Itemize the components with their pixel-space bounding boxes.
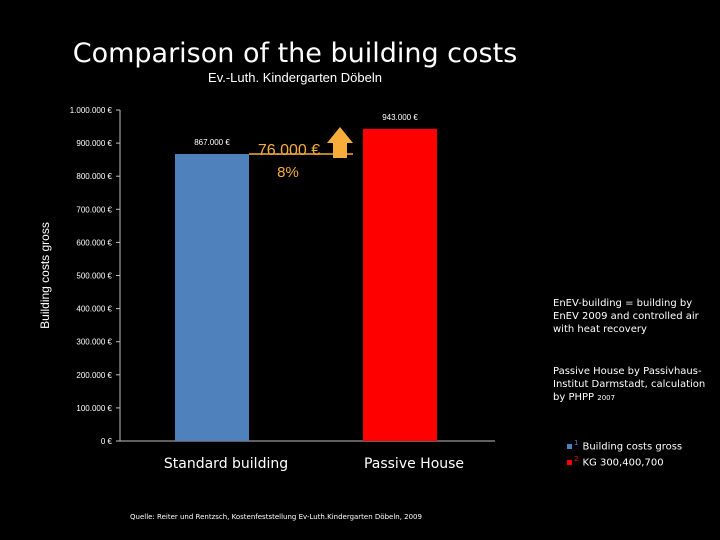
difference-value: 76.000 € [258, 142, 320, 159]
y-tick-label: 600.000 € [76, 238, 112, 247]
y-tick-label: 700.000 € [76, 205, 112, 214]
difference-percent: 8% [277, 164, 299, 181]
x-category-label: Standard building [164, 456, 288, 472]
y-tick-label: 1.000.000 € [70, 106, 113, 115]
passive-house-note: Passive House by Passivhaus-Institut Dar… [553, 365, 713, 405]
y-tick-label: 900.000 € [76, 139, 112, 148]
bar-data-label: 867.000 € [194, 138, 230, 147]
arrow-up-icon [327, 127, 353, 158]
legend-index-2: 2 [574, 455, 579, 463]
y-tick-label: 100.000 € [76, 404, 112, 413]
legend-item-1: 1 Building costs gross [567, 439, 682, 452]
source-note: Quelle: Reiter und Rentzsch, Kostenfests… [130, 513, 422, 521]
legend-swatch-1 [567, 443, 572, 449]
chart-title: Comparison of the building costs [72, 38, 518, 69]
y-tick-label: 500.000 € [76, 272, 112, 281]
bar-passive-house [363, 128, 437, 441]
legend-label-2: KG 300,400,700 [582, 457, 664, 469]
bar-data-label: 943.000 € [382, 113, 418, 122]
y-axis-label: Building costs gross [38, 222, 52, 329]
chart-subtitle: Ev.-Luth. Kindergarten Döbeln [208, 70, 382, 85]
passive-house-note-text: Passive House by Passivhaus-Institut Dar… [553, 366, 706, 403]
y-tick-label: 200.000 € [76, 371, 112, 380]
y-tick-label: 400.000 € [76, 305, 112, 314]
legend-index-1: 1 [574, 439, 579, 447]
x-category-label: Passive House [364, 456, 464, 472]
y-tick-label: 0 € [101, 437, 113, 446]
enev-note: EnEV-building = building by EnEV 2009 an… [553, 298, 699, 335]
legend-swatch-2 [567, 459, 572, 465]
bar-standard-building [175, 154, 249, 441]
passive-house-note-year: 2007 [597, 394, 616, 402]
legend-label-1: Building costs gross [582, 441, 683, 453]
y-tick-label: 800.000 € [76, 172, 112, 181]
legend-item-2: 2 KG 300,400,700 [567, 455, 664, 468]
y-tick-label: 300.000 € [76, 338, 112, 347]
